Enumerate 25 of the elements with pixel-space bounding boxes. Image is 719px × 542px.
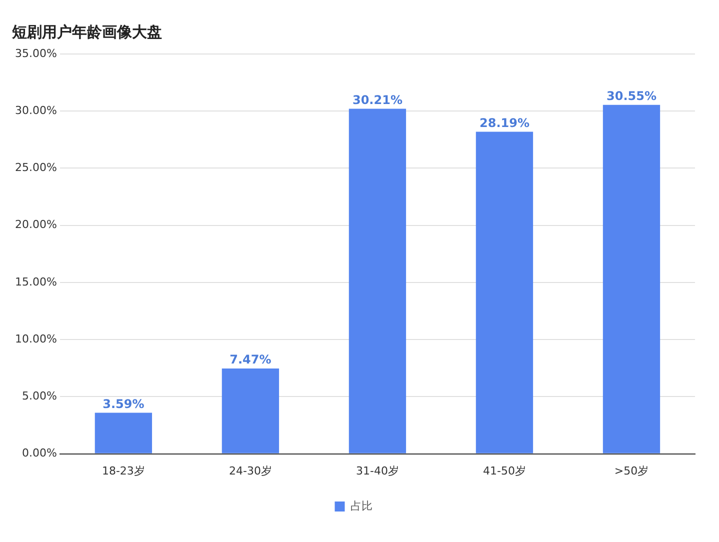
bar [94,412,152,454]
y-tick-label: 35.00% [14,46,57,60]
data-label: 30.55% [606,88,656,103]
data-label: 30.21% [352,92,402,107]
data-label: 3.59% [102,396,144,411]
y-tick-label: 30.00% [14,104,57,117]
y-tick-label: 25.00% [14,161,57,174]
data-label: 7.47% [230,352,272,367]
y-tick-label: 15.00% [14,275,57,288]
bar [222,368,280,454]
x-tick-label: >50岁 [614,464,649,478]
chart-title: 短剧用户年龄画像大盘 [11,22,162,41]
y-tick-label: 5.00% [22,390,57,403]
x-tick-label: 41-50岁 [483,464,526,478]
x-tick-label: 31-40岁 [356,464,399,478]
legend-label: 占比 [350,499,372,512]
y-tick-label: 10.00% [14,332,57,346]
data-label: 28.19% [479,116,530,130]
x-tick-label: 18-23岁 [102,464,145,478]
y-tick-label: 20.00% [14,218,57,232]
bar [602,104,660,454]
x-tick-label: 24-30岁 [228,464,272,478]
bar [476,132,534,454]
bar [348,108,406,454]
y-tick-label: 0.00% [22,446,57,460]
